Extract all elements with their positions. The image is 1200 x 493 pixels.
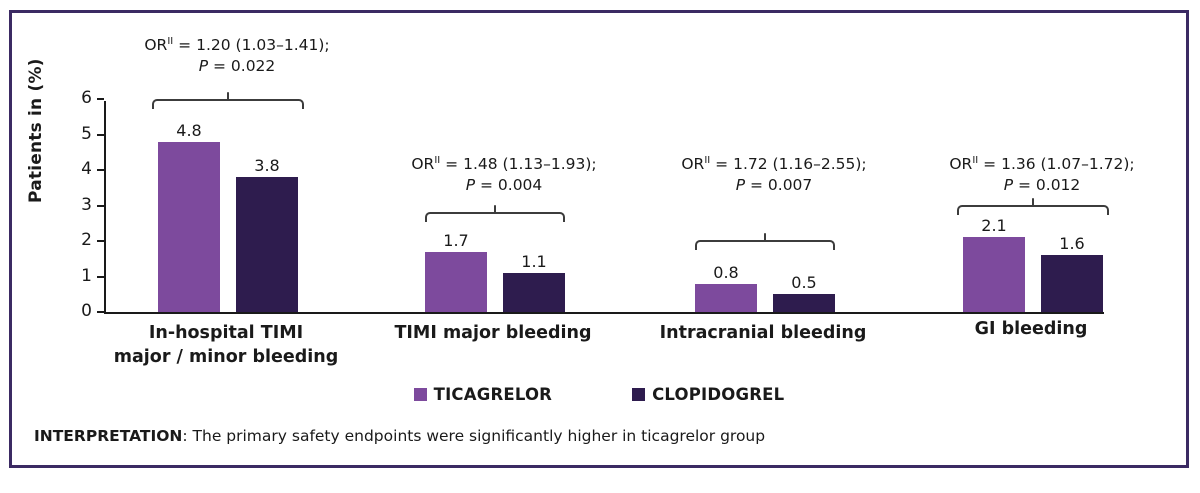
or-line: ORII = 1.36 (1.07–1.72);: [949, 155, 1135, 174]
bar-value-label: 0.5: [791, 273, 817, 293]
bar-clopidogrel: 3.8: [236, 158, 298, 312]
or-line: ORII = 1.72 (1.16–2.55);: [681, 155, 867, 174]
y-tick-label: 4: [81, 159, 92, 179]
legend-label: CLOPIDOGREL: [652, 385, 785, 404]
bar-group: 0.8 0.5: [655, 262, 875, 312]
legend-item-ticagrelor: TICAGRELOR: [413, 385, 553, 404]
y-tick-label: 5: [81, 123, 92, 144]
bar: [773, 294, 835, 312]
bar-group: 2.1 1.6: [923, 218, 1143, 312]
interpretation-text: : The primary safety endpoints were sign…: [182, 427, 766, 445]
category-label: TIMI major bleeding: [394, 323, 592, 343]
bar-ticagrelor: 1.7: [425, 230, 487, 312]
bar-group: 1.7 1.1: [385, 230, 605, 312]
y-tick-label: 6: [81, 88, 92, 108]
legend-label: TICAGRELOR: [433, 385, 553, 404]
bar: [425, 251, 487, 312]
plot-area: 0 1 2 3 4 5 6 ORII = 1.20 (1.03–1.41); P…: [81, 36, 1134, 320]
legend-swatch-ticagrelor: [413, 388, 427, 401]
category-label: Intracranial bleeding: [659, 323, 867, 343]
bar-clopidogrel: 0.5: [773, 275, 835, 312]
bar-clopidogrel: 1.1: [503, 251, 565, 312]
or-annotation-group3: ORII = 1.72 (1.16–2.55); P = 0.007: [609, 154, 939, 196]
bar-value-label: 4.8: [176, 120, 202, 140]
or-annotation-group1: ORII = 1.20 (1.03–1.41); P = 0.022: [72, 35, 402, 77]
y-tick: [97, 98, 104, 100]
bar: [963, 237, 1025, 312]
y-axis-title: Patients in (%): [26, 58, 46, 203]
category-label: GI bleeding: [974, 319, 1088, 339]
group-bracket: [957, 205, 1109, 215]
or-annotation-group4: ORII = 1.36 (1.07–1.72); P = 0.012: [877, 154, 1200, 196]
bar: [1041, 255, 1103, 312]
or-annotation-group2: ORII = 1.48 (1.13–1.93); P = 0.004: [339, 154, 669, 196]
p-line: P = 0.022: [198, 57, 276, 76]
p-line: P = 0.007: [735, 176, 813, 195]
y-tick-label: 0: [81, 301, 92, 321]
bar-value-label: 1.1: [521, 251, 547, 271]
bar: [503, 272, 565, 312]
group-bracket: [152, 99, 304, 109]
bar: [695, 283, 757, 312]
bar: [158, 141, 220, 312]
bar-ticagrelor: 2.1: [963, 218, 1025, 312]
group-bracket: [695, 240, 835, 250]
y-tick: [97, 204, 104, 207]
y-tick: [97, 133, 104, 136]
y-tick: [97, 240, 104, 242]
interpretation-label: INTERPRETATION: [34, 427, 183, 445]
y-tick-label: 2: [81, 230, 92, 250]
p-line: P = 0.004: [465, 176, 543, 195]
legend-item-clopidogrel: CLOPIDOGREL: [632, 385, 784, 404]
y-tick: [97, 311, 104, 313]
y-tick-label: 1: [81, 265, 92, 286]
y-tick-label: 3: [81, 194, 92, 215]
p-line: P = 0.012: [1003, 176, 1081, 195]
legend-swatch-clopidogrel: [632, 388, 646, 401]
bar-value-label: 1.6: [1059, 234, 1085, 254]
bar-value-label: 2.1: [981, 216, 1007, 236]
bar-group: 4.8 3.8: [118, 120, 338, 312]
y-tick: [97, 169, 104, 171]
y-tick: [97, 275, 104, 278]
group-bracket: [425, 212, 565, 222]
bar-ticagrelor: 0.8: [695, 262, 757, 312]
category-label: In-hospital TIMI major / minor bleeding: [113, 323, 339, 367]
bar-clopidogrel: 1.6: [1041, 236, 1103, 312]
bar-value-label: 3.8: [254, 156, 280, 176]
bar-ticagrelor: 4.8: [158, 120, 220, 312]
or-line: ORII = 1.20 (1.03–1.41);: [144, 36, 330, 55]
bar-value-label: 0.8: [713, 262, 739, 282]
figure-frame: Patients in (%) 0 1 2 3 4 5 6 ORII = 1.2…: [9, 10, 1189, 468]
or-line: ORII = 1.48 (1.13–1.93);: [411, 155, 597, 174]
legend: TICAGRELOR CLOPIDOGREL: [12, 385, 1186, 404]
bar: [236, 177, 298, 312]
bar-value-label: 1.7: [443, 230, 469, 250]
interpretation-note: INTERPRETATION: The primary safety endpo…: [34, 427, 1170, 445]
